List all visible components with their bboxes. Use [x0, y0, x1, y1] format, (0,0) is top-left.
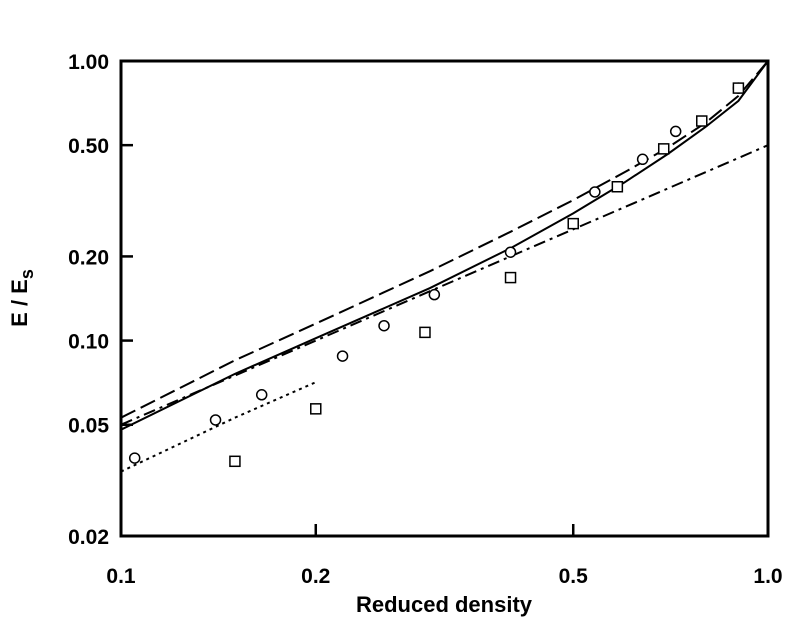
data-point-circle: [336, 350, 349, 362]
x-tick-label: 0.1: [106, 565, 136, 588]
y-tick-label: 0.50: [68, 135, 109, 158]
markers-layer: [128, 82, 745, 468]
y-axis-label-subscript: s: [17, 269, 37, 279]
data-point-circle: [128, 452, 141, 464]
x-tick-label: 0.5: [559, 565, 589, 588]
curve-solid: [120, 60, 769, 431]
data-point-square: [310, 403, 322, 415]
plot-frame: [119, 59, 770, 538]
data-point-circle: [669, 125, 682, 138]
y-tick-label: 0.02: [68, 526, 109, 549]
data-point-circle: [589, 186, 601, 198]
data-point-square: [567, 217, 579, 230]
data-point-square: [504, 271, 517, 284]
data-point-square: [611, 180, 624, 193]
data-point-circle: [378, 319, 390, 332]
y-tick-label: 0.20: [68, 246, 109, 269]
data-point-square: [657, 143, 670, 155]
x-axis-label: Reduced density: [356, 592, 533, 617]
data-point-circle: [209, 414, 222, 426]
curve-long-dash: [120, 60, 769, 419]
x-axis-ticks: 0.1 0.2 0.5 1.0: [106, 524, 783, 588]
curve-dash-dot: [120, 144, 769, 426]
data-point-circle: [504, 246, 517, 258]
data-point-square: [229, 455, 241, 468]
curves-layer: [120, 60, 769, 473]
x-tick-label: 0.2: [301, 565, 330, 588]
data-point-circle: [428, 288, 441, 301]
y-tick-label: 0.05: [68, 415, 109, 438]
x-tick-label: 1.0: [753, 565, 782, 588]
data-point-square: [732, 82, 745, 94]
data-point-circle: [255, 389, 268, 401]
y-axis-label: E / Es: [7, 269, 37, 327]
data-point-square: [696, 115, 708, 127]
y-tick-label: 0.10: [68, 331, 109, 354]
data-point-circle: [636, 153, 649, 166]
curve-dotted: [120, 381, 317, 473]
y-tick-label: 1.00: [68, 51, 109, 74]
y-axis-label-main: E / E: [7, 279, 32, 327]
y-axis-ticks: 0.02 0.05 0.10 0.20 0.50 1.00: [68, 51, 133, 549]
data-point-square: [419, 326, 431, 339]
